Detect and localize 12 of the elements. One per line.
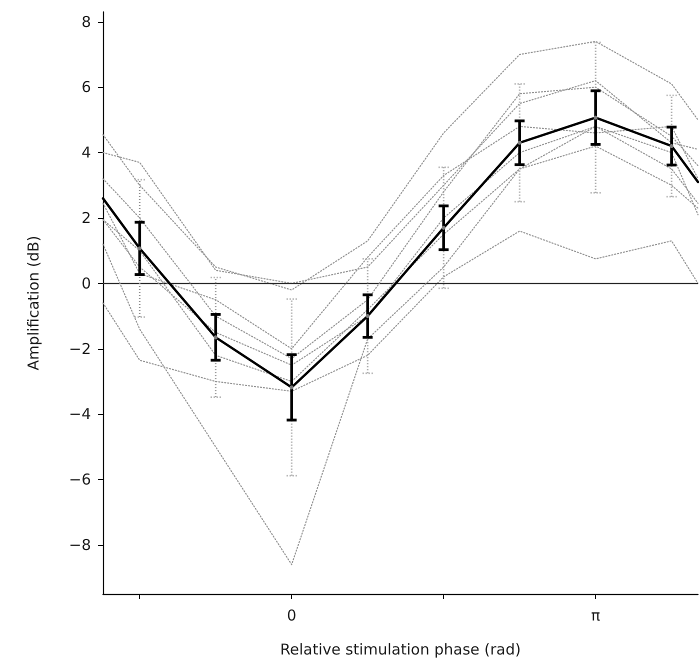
x-axis-title: Relative stimulation phase (rad) xyxy=(280,640,521,658)
y-tick-label: 4 xyxy=(81,144,91,162)
y-tick-label: −8 xyxy=(68,536,91,554)
y-tick-label: 2 xyxy=(81,208,91,227)
y-tick-label: 8 xyxy=(81,12,91,31)
y-tick-label: 6 xyxy=(81,78,91,96)
y-axis-title: Amplification (dB) xyxy=(24,236,42,370)
y-tick-label: −4 xyxy=(68,405,91,424)
x-tick-label: π xyxy=(591,606,600,624)
y-tick-label: −6 xyxy=(68,470,91,489)
y-tick-label: −2 xyxy=(68,340,91,358)
y-tick-label: 0 xyxy=(81,274,91,292)
